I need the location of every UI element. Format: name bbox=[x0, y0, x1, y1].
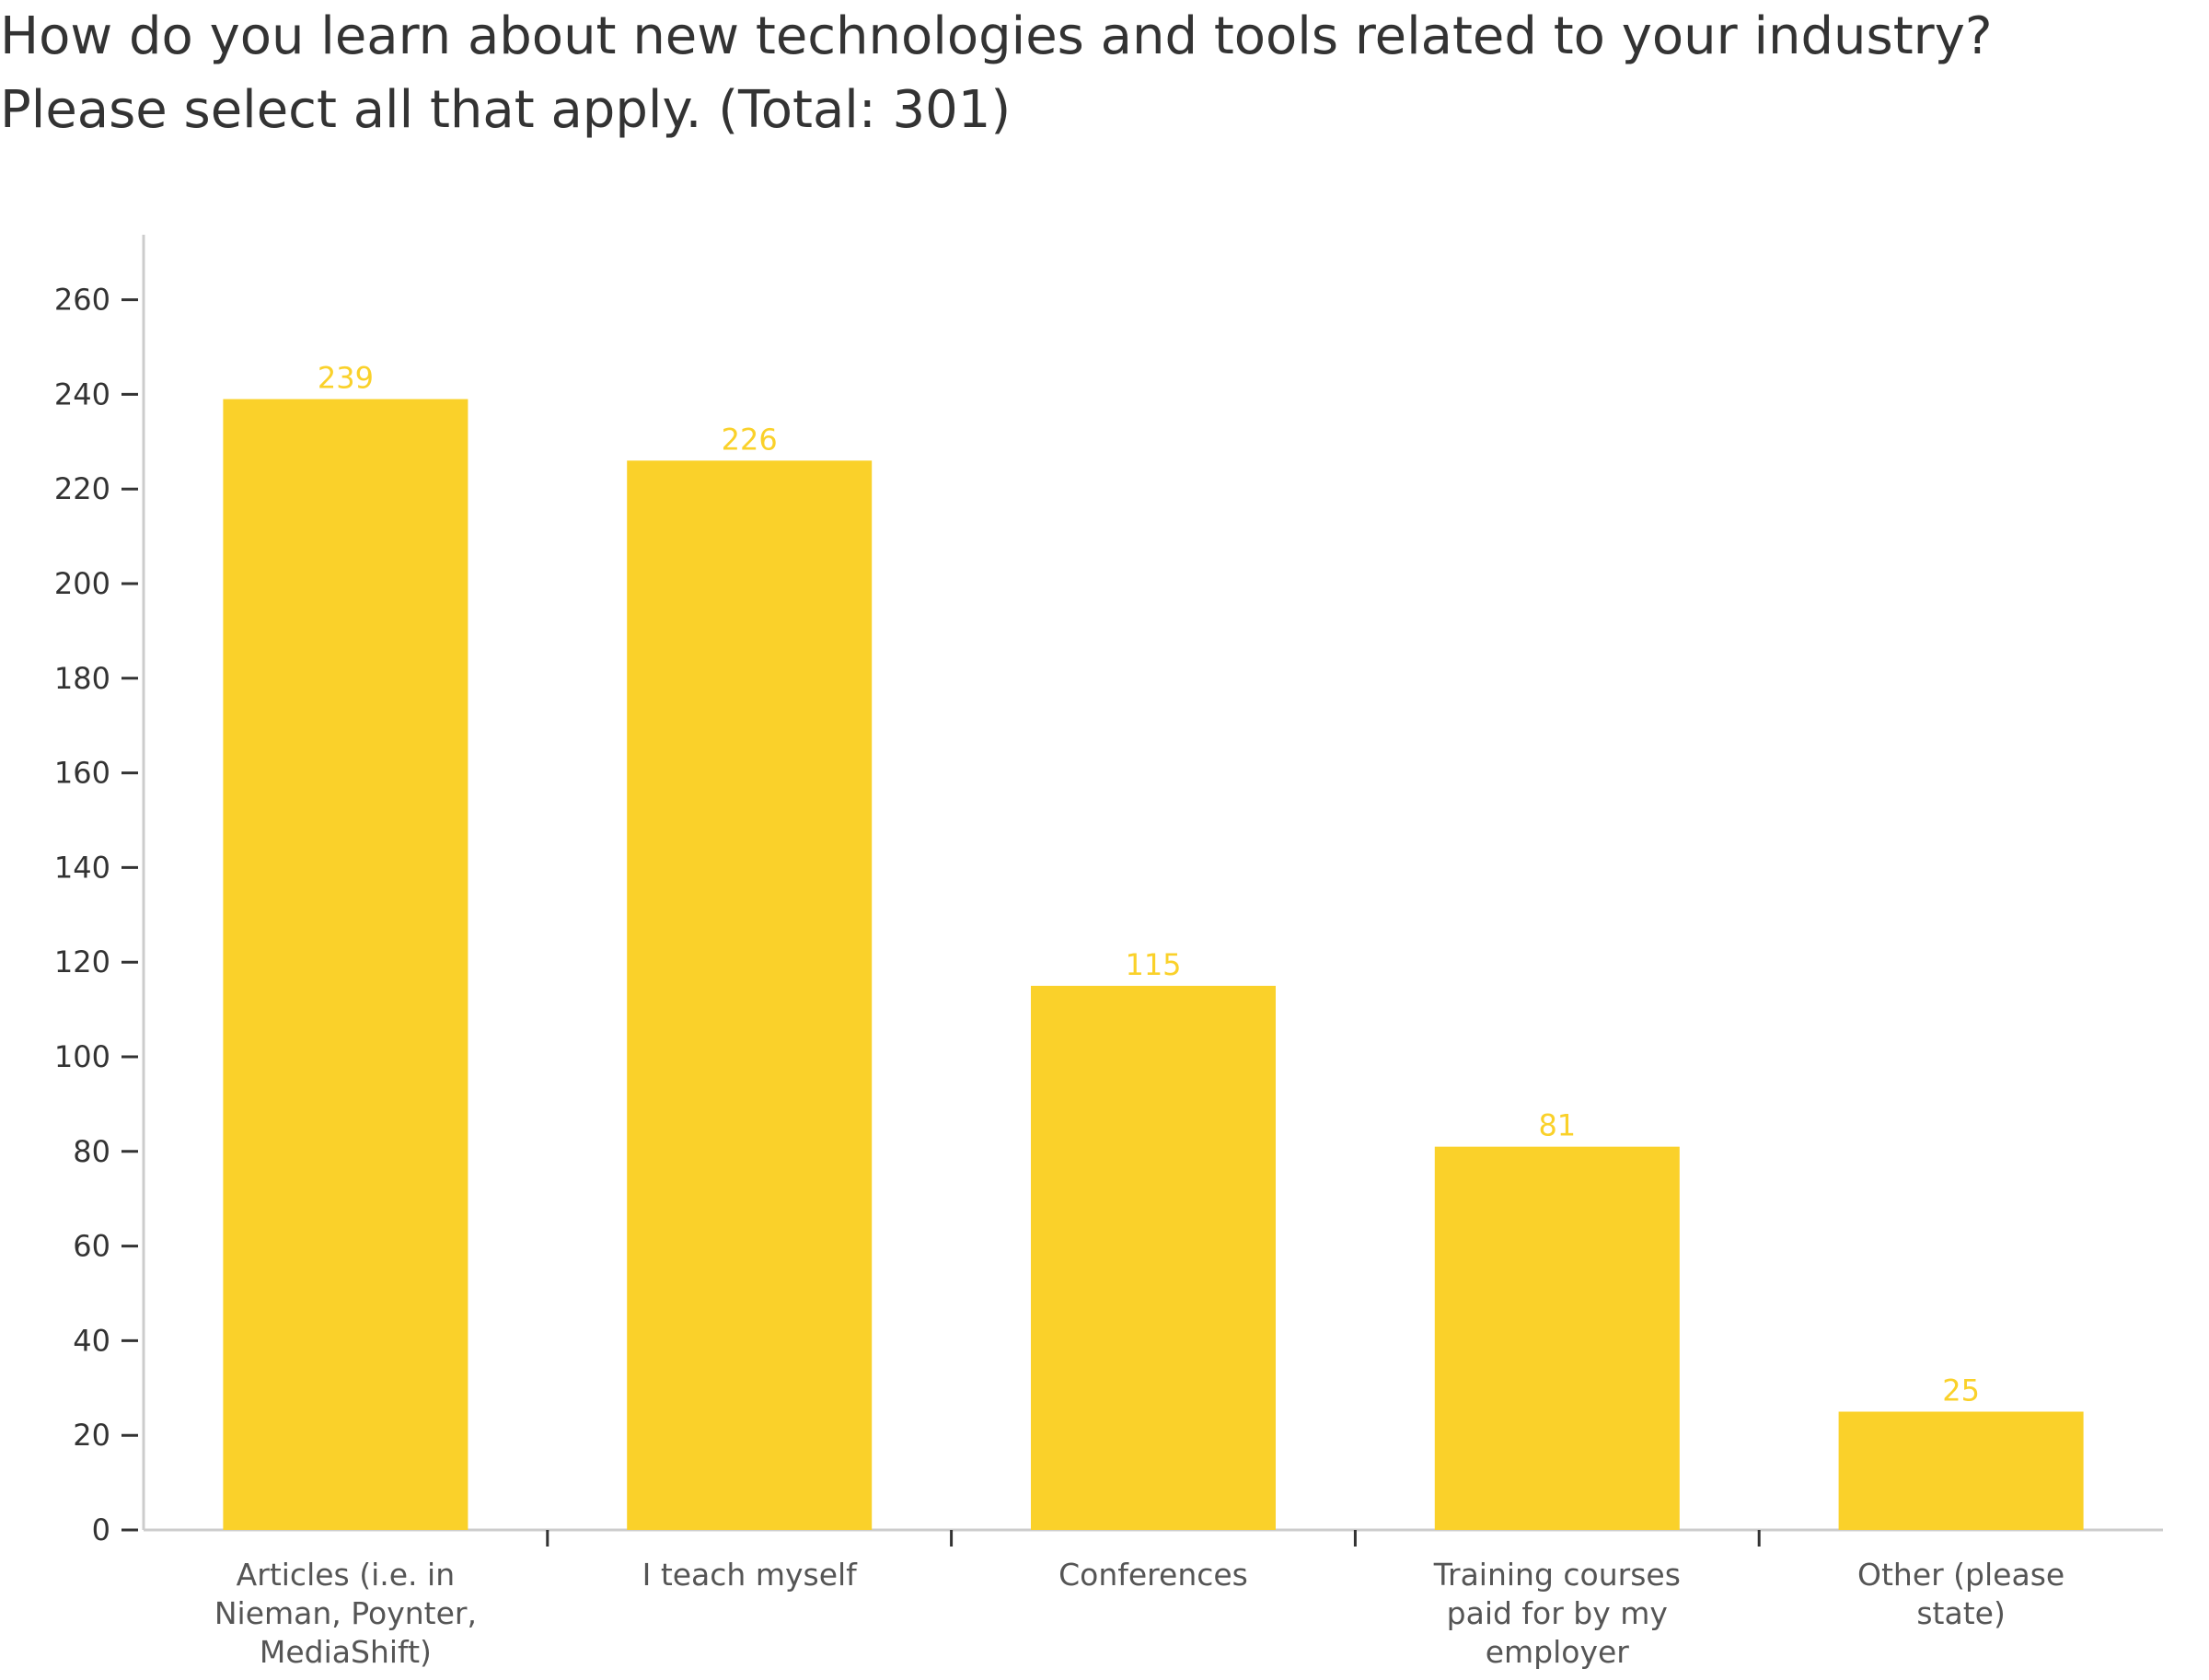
y-tick-label: 160 bbox=[54, 756, 110, 791]
y-tick-label: 220 bbox=[54, 471, 110, 506]
y-tick-label: 180 bbox=[54, 661, 110, 696]
y-tick-label: 240 bbox=[54, 377, 110, 411]
y-tick-label: 40 bbox=[73, 1323, 110, 1358]
y-tick-label: 120 bbox=[54, 944, 110, 979]
category-label-line: I teach myself bbox=[642, 1557, 859, 1593]
bar bbox=[1031, 985, 1276, 1530]
category-label: I teach myself bbox=[642, 1557, 859, 1593]
bar-value-label: 81 bbox=[1538, 1108, 1576, 1143]
y-tick-label: 0 bbox=[92, 1512, 110, 1547]
category-label-line: state) bbox=[1916, 1595, 2005, 1631]
category-label-line: employer bbox=[1486, 1634, 1630, 1670]
y-tick-label: 200 bbox=[54, 566, 110, 601]
y-tick-label: 140 bbox=[54, 850, 110, 885]
bar-value-label: 25 bbox=[1942, 1373, 1980, 1408]
category-label: Conferences bbox=[1058, 1557, 1248, 1593]
bar-value-label: 226 bbox=[722, 422, 778, 457]
category-label-line: MediaShift) bbox=[260, 1634, 432, 1670]
category-label-line: Conferences bbox=[1058, 1557, 1248, 1593]
bar bbox=[1838, 1411, 2084, 1530]
bar bbox=[627, 460, 873, 1530]
category-labels: Articles (i.e. in Nieman, Poynter, MediaSh… bbox=[214, 1557, 2064, 1670]
y-tick-label: 260 bbox=[54, 283, 110, 318]
category-label: Training courses paid for by my employer bbox=[1433, 1557, 1681, 1670]
y-tick-label: 20 bbox=[73, 1418, 110, 1453]
bar-value-label: 115 bbox=[1125, 947, 1181, 982]
bar bbox=[1434, 1146, 1680, 1530]
category-label-line: Other (please bbox=[1857, 1557, 2064, 1593]
y-tick-label: 100 bbox=[54, 1039, 110, 1074]
bar bbox=[223, 399, 468, 1530]
y-tick-label: 60 bbox=[73, 1229, 110, 1264]
x-axis bbox=[144, 1528, 2163, 1547]
chart-title: How do you learn about new technologies … bbox=[0, 6, 1993, 140]
y-tick-label: 80 bbox=[73, 1134, 110, 1169]
category-label-line: Nieman, Poynter, bbox=[214, 1595, 477, 1631]
bars bbox=[223, 399, 2084, 1530]
category-label: Other (please state) bbox=[1857, 1557, 2064, 1631]
category-label-line: Articles (i.e. in bbox=[237, 1557, 455, 1593]
y-axis: 0 20 40 60 80 100 120 140 160 180 200 220 240 260 bbox=[54, 235, 145, 1547]
category-label-line: Training courses bbox=[1433, 1557, 1681, 1593]
category-label: Articles (i.e. in Nieman, Poynter, MediaSh… bbox=[214, 1557, 477, 1670]
bar-value-label: 239 bbox=[318, 361, 374, 396]
value-labels: 239 226 115 81 25 bbox=[318, 361, 1980, 1408]
category-label-line: paid for by my bbox=[1447, 1595, 1668, 1631]
